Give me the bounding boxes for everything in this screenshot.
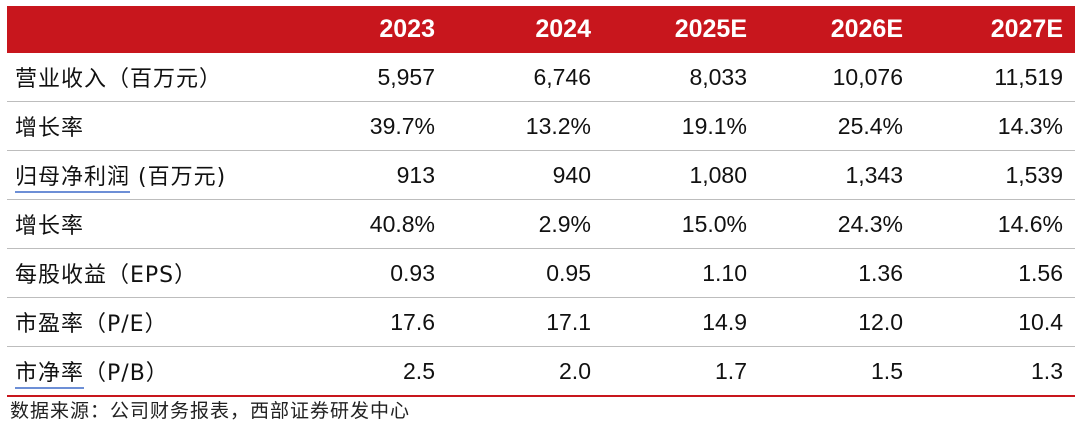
header-year-2026e: 2026E: [830, 15, 903, 43]
table-cell: 940: [552, 161, 591, 188]
table-cell: 1.5: [871, 357, 903, 384]
table-cell: 1.7: [715, 357, 747, 384]
row-label-main: 市净率: [15, 361, 85, 389]
table-cell: 14.9: [702, 308, 747, 335]
table-cell: 17.1: [546, 308, 591, 335]
table-cell: 15.0%: [681, 210, 747, 237]
table-cell: 17.6: [390, 308, 435, 335]
table-cell: 8,033: [689, 63, 747, 90]
data-source-note: 数据来源：公司财务报表，西部证券研发中心: [10, 400, 411, 422]
table-cell: 19.1%: [681, 112, 747, 139]
row-label: 归母净利润 (百万元): [7, 159, 289, 193]
table-cell: 40.8%: [369, 210, 435, 237]
table-cell: 1.36: [858, 259, 903, 286]
table-cell: 14.6%: [997, 210, 1063, 237]
table-cell: 1.56: [1018, 259, 1063, 286]
table-row-pb: 市净率（P/B） 2.5 2.0 1.7 1.5 1.3: [7, 347, 1075, 397]
header-year-2023: 2023: [379, 15, 435, 43]
table-cell: 2.9%: [538, 210, 591, 237]
table-cell: 0.95: [546, 259, 591, 286]
table-cell: 2.0: [559, 357, 591, 384]
row-label-main: 归母净利润: [15, 165, 131, 193]
table-row-eps: 每股收益（EPS） 0.93 0.95 1.10 1.36 1.56: [7, 249, 1075, 298]
table-cell: 6,746: [533, 63, 591, 90]
row-label: 市净率（P/B）: [7, 355, 289, 389]
table-cell: 11,519: [994, 63, 1063, 90]
table-row-revenue-growth: 增长率 39.7% 13.2% 19.1% 25.4% 14.3%: [7, 102, 1075, 151]
table-cell: 25.4%: [837, 112, 903, 139]
table-cell: 1.3: [1031, 357, 1063, 384]
row-label: 市盈率（P/E）: [15, 312, 168, 337]
table-cell: 10.4: [1018, 308, 1063, 335]
table-cell: 2.5: [403, 357, 435, 384]
row-label: 每股收益（EPS）: [15, 263, 198, 288]
table-cell: 0.93: [390, 259, 435, 286]
table-cell: 13.2%: [525, 112, 591, 139]
table-row-revenue: 营业收入（百万元） 5,957 6,746 8,033 10,076 11,51…: [7, 53, 1075, 102]
row-label: 增长率: [15, 116, 85, 141]
table-row-pe: 市盈率（P/E） 17.6 17.1 14.9 12.0 10.4: [7, 298, 1075, 347]
table-cell: 913: [396, 161, 435, 188]
row-label-unit: (百万元): [130, 165, 227, 190]
table-cell: 14.3%: [997, 112, 1063, 139]
table-cell: 1,343: [845, 161, 903, 188]
table-header-row: 2023 2024 2025E 2026E 2027E: [7, 6, 1075, 53]
header-year-2025e: 2025E: [674, 15, 747, 43]
header-year-2024: 2024: [535, 15, 591, 43]
table-cell: 1,080: [689, 161, 747, 188]
table-cell: 5,957: [377, 63, 435, 90]
row-label: 增长率: [15, 214, 85, 239]
table-cell: 39.7%: [369, 112, 435, 139]
header-year-2027e: 2027E: [990, 15, 1063, 43]
table-cell: 24.3%: [837, 210, 903, 237]
row-label-unit: （P/B）: [84, 361, 169, 386]
table-cell: 1,539: [1005, 161, 1063, 188]
table-cell: 10,076: [832, 63, 903, 90]
table-cell: 12.0: [858, 308, 903, 335]
table-row-net-profit: 归母净利润 (百万元) 913 940 1,080 1,343 1,539: [7, 151, 1075, 200]
row-label: 营业收入（百万元）: [15, 67, 223, 92]
table-row-profit-growth: 增长率 40.8% 2.9% 15.0% 24.3% 14.6%: [7, 200, 1075, 249]
table-cell: 1.10: [702, 259, 747, 286]
financial-forecast-table: 2023 2024 2025E 2026E 2027E 营业收入（百万元） 5,…: [7, 6, 1075, 397]
